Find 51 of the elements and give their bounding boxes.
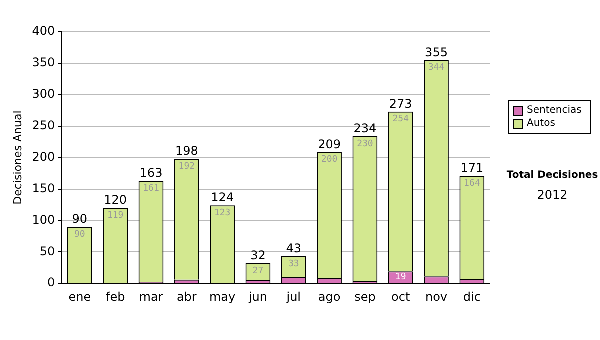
data-label: 119	[107, 210, 124, 221]
total-label: 209	[318, 137, 341, 152]
data-label: 200	[321, 154, 338, 165]
total-label: 355	[425, 45, 448, 60]
total-label: 43	[286, 242, 302, 256]
x-tick-label: jun	[248, 290, 268, 304]
data-label: 254	[392, 114, 409, 125]
x-tick-label: nov	[425, 290, 448, 304]
data-label: 230	[357, 139, 374, 150]
x-tick-label: ago	[318, 290, 341, 304]
y-tick-label: 50	[40, 244, 56, 258]
legend-label: Autos	[527, 117, 556, 130]
data-label: 27	[252, 266, 264, 276]
data-label: 19	[395, 272, 406, 282]
y-tick-label: 300	[32, 87, 56, 102]
y-tick-label: 400	[32, 24, 56, 38]
x-tick-label: mar	[139, 290, 164, 304]
data-label: 164	[464, 178, 480, 189]
data-label: 344	[428, 63, 445, 74]
total-label: 171	[460, 161, 484, 176]
x-tick-label: jul	[286, 290, 302, 304]
x-tick-label: sep	[354, 290, 376, 304]
y-axis-title: Decisiones Anual	[11, 110, 24, 205]
data-label: 90	[74, 230, 86, 240]
y-tick-label: 100	[32, 212, 56, 227]
total-label: 32	[250, 248, 266, 263]
x-tick-label: feb	[106, 290, 126, 304]
total-label: 120	[104, 193, 128, 208]
y-tick-label: 200	[32, 150, 56, 164]
legend-label: Sentencias	[527, 104, 582, 117]
data-label: 161	[143, 184, 160, 194]
data-label: 33	[288, 259, 300, 270]
total-label: 90	[72, 212, 88, 226]
y-tick-label: 0	[47, 276, 56, 290]
x-tick-label: dic	[463, 290, 481, 304]
total-label: 124	[211, 190, 234, 205]
x-tick-label: may	[209, 290, 236, 304]
total-label: 234	[354, 122, 377, 136]
data-label: 192	[178, 162, 196, 172]
y-tick-label: 350	[32, 56, 56, 70]
y-tick-label: 250	[32, 118, 56, 132]
text: Total Decisiones	[506, 170, 600, 181]
total-label: 163	[140, 166, 163, 180]
total-label: 198	[175, 144, 198, 158]
x-tick-label: oct	[392, 290, 410, 304]
text: 2012	[536, 188, 569, 202]
x-tick-label: ene	[68, 290, 92, 304]
x-tick-label: abr	[176, 290, 197, 304]
y-tick-label: 150	[32, 181, 56, 196]
data-label: 123	[214, 208, 231, 218]
total-label: 273	[389, 97, 412, 112]
